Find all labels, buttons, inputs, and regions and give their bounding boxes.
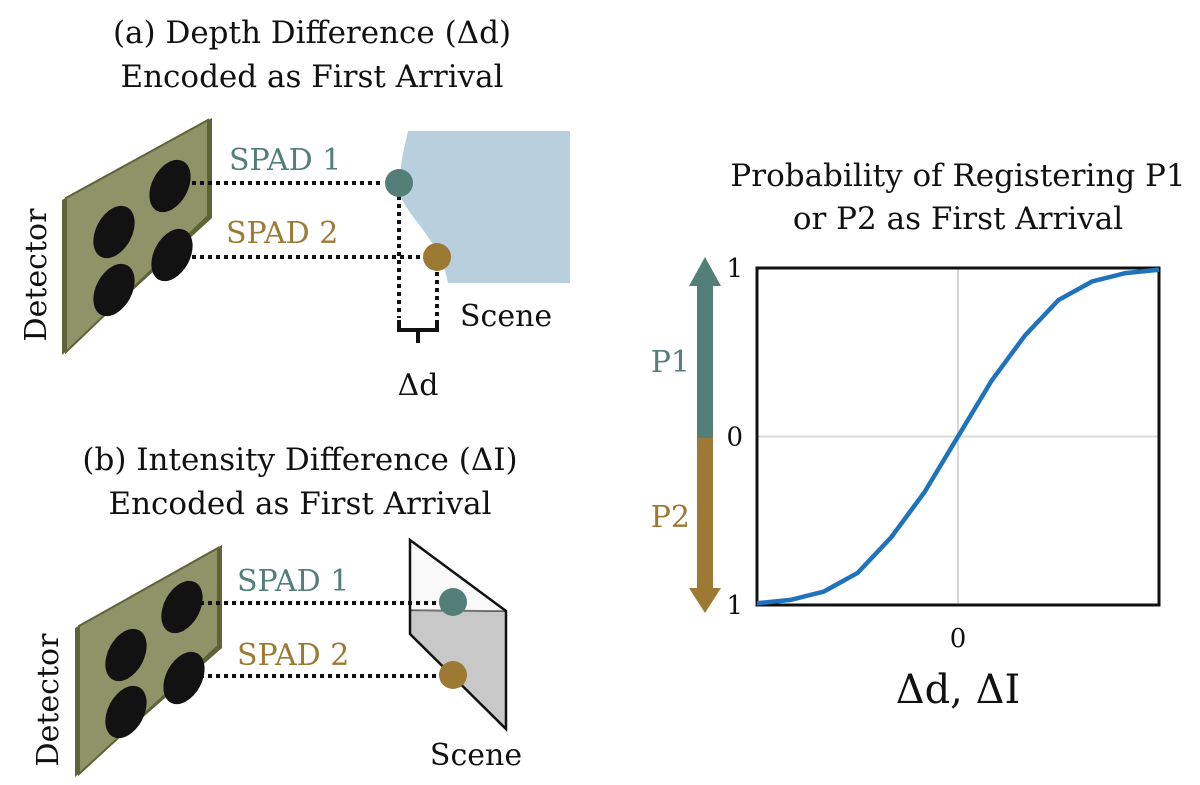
- spad-pixel: [93, 263, 135, 317]
- p2-arrow-head: [689, 588, 721, 613]
- x-tick-label: 0: [950, 624, 967, 654]
- spad-pixel: [161, 580, 203, 634]
- y-tick-label: 1: [726, 591, 743, 621]
- p1-arrow-shaft: [697, 284, 713, 438]
- detector-b: [75, 545, 222, 777]
- plot-title-line1: Probability of Registering P1: [730, 158, 1185, 194]
- y-tick-label: 1: [726, 254, 743, 284]
- spad2-point-b: [439, 661, 467, 689]
- detector-a: [62, 118, 212, 355]
- spad-pixel: [149, 159, 191, 213]
- panel-b: (b) Intensity Difference (ΔI) Encoded as…: [31, 442, 522, 777]
- depth-brace: [397, 320, 439, 343]
- p2-label: P2: [651, 500, 690, 535]
- detector-a-label: Detector: [19, 208, 54, 342]
- spad1-label-a: SPAD 1: [229, 143, 341, 178]
- panel-b-title-line1: (b) Intensity Difference (ΔI): [82, 442, 517, 478]
- plot-ticks: 1 0 1 0: [726, 254, 966, 654]
- spad-pixel: [93, 205, 135, 259]
- plot-axes-box: [755, 266, 1161, 607]
- spad-pixel: [151, 228, 193, 282]
- spad-pixel: [105, 628, 147, 682]
- spad1-point: [385, 169, 413, 197]
- spad1-point-b: [439, 588, 467, 616]
- p1-p2-arrow: [689, 257, 721, 613]
- plot-title-line2: or P2 as First Arrival: [793, 201, 1123, 237]
- x-axis-label: Δd, ΔI: [896, 667, 1021, 713]
- y-tick-label: 0: [726, 423, 743, 453]
- spad1-label-b: SPAD 1: [237, 564, 349, 599]
- panel-b-title-line2: Encoded as First Arrival: [108, 486, 491, 522]
- spad-pixel: [105, 685, 147, 739]
- panel-a: (a) Depth Difference (Δd) Encoded as Fir…: [19, 15, 570, 403]
- spad2-label-b: SPAD 2: [237, 638, 349, 673]
- panel-a-title-line1: (a) Depth Difference (Δd): [113, 15, 511, 51]
- detector-b-label: Detector: [31, 633, 66, 767]
- spad-pixel: [163, 651, 205, 705]
- series-line: [756, 267, 1160, 606]
- delta-d-label: Δd: [398, 368, 439, 403]
- spad2-point: [423, 243, 451, 271]
- probability-plot: Probability of Registering P1 or P2 as F…: [651, 158, 1186, 713]
- scene-label-b: Scene: [430, 738, 522, 773]
- panel-a-title-line2: Encoded as First Arrival: [120, 59, 503, 95]
- p1-arrow-head: [689, 257, 721, 286]
- intensity-scene: [408, 537, 508, 732]
- p1-label: P1: [651, 345, 690, 380]
- scene-label-a: Scene: [460, 299, 552, 334]
- p2-arrow-shaft: [697, 438, 713, 590]
- spad2-label-a: SPAD 2: [226, 216, 338, 251]
